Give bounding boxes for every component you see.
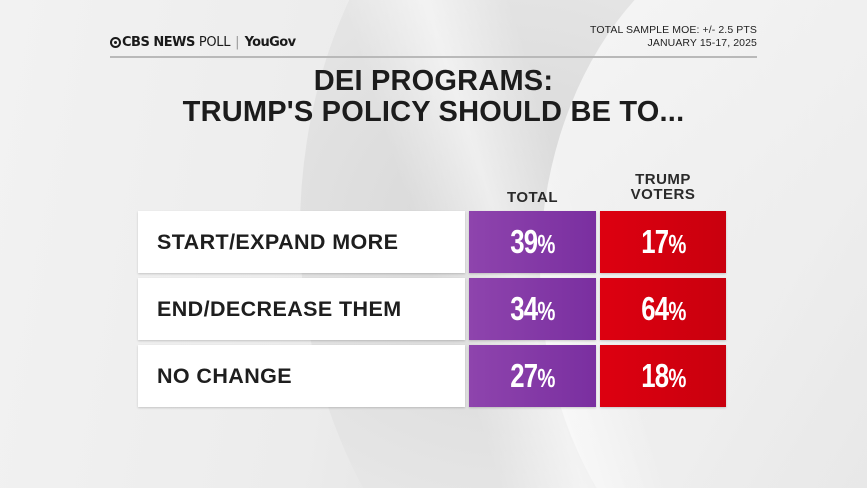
trump-voters-value: 64% — [640, 290, 686, 328]
percent-sign: % — [537, 296, 555, 326]
total-number: 27 — [510, 357, 538, 394]
column-header-total: TOTAL — [506, 189, 559, 206]
partner-name: YouGov — [244, 34, 296, 50]
cbs-news-poll-logo: CBS NEWS POLL | YouGov — [110, 34, 296, 50]
brand-name: CBS NEWS — [122, 34, 195, 50]
table-row: END/DECREASE THEM 34% 64% — [138, 278, 726, 340]
total-number: 39 — [510, 223, 538, 260]
total-value-cell: 34% — [469, 278, 596, 340]
poll-dates: JANUARY 15-17, 2025 — [647, 37, 757, 49]
total-value: 39% — [510, 223, 555, 261]
percent-sign: % — [667, 363, 686, 393]
row-label: START/EXPAND MORE — [138, 211, 465, 273]
brand-suffix: POLL — [198, 34, 231, 50]
trump-voters-number: 17 — [640, 223, 669, 260]
row-label: NO CHANGE — [138, 345, 465, 407]
percent-sign: % — [537, 363, 555, 393]
header-divider — [110, 56, 757, 58]
total-number: 34 — [510, 290, 538, 327]
table-row: START/EXPAND MORE 39% 17% — [138, 211, 726, 273]
trump-voters-value: 18% — [640, 357, 686, 395]
trump-voters-number: 64 — [640, 290, 669, 327]
margin-of-error: TOTAL SAMPLE MOE: +/- 2.5 PTS — [590, 24, 757, 36]
row-label: END/DECREASE THEM — [138, 278, 465, 340]
percent-sign: % — [537, 229, 555, 259]
table-row: NO CHANGE 27% 18% — [138, 345, 726, 407]
trump-voters-value: 17% — [640, 223, 686, 261]
total-value-cell: 39% — [469, 211, 596, 273]
cbs-eye-icon — [110, 36, 121, 48]
percent-sign: % — [667, 296, 686, 326]
trump-voters-value-cell: 64% — [600, 278, 726, 340]
chart-title: DEI PROGRAMS: TRUMP'S POLICY SHOULD BE T… — [110, 66, 757, 128]
total-value-cell: 27% — [469, 345, 596, 407]
trump-voters-value-cell: 17% — [600, 211, 726, 273]
total-value: 34% — [510, 290, 555, 328]
percent-sign: % — [667, 229, 686, 259]
column-header-trump-line-2: VOTERS — [630, 186, 696, 203]
poll-meta: TOTAL SAMPLE MOE: +/- 2.5 PTS JANUARY 15… — [590, 24, 757, 50]
title-line-1: DEI PROGRAMS: — [313, 65, 554, 97]
trump-voters-value-cell: 18% — [600, 345, 726, 407]
total-value: 27% — [510, 357, 555, 395]
column-header-trump-voters: TRUMP VOTERS — [600, 172, 726, 202]
logo-separator: | — [235, 34, 240, 50]
column-header-trump-line-1: TRUMP — [635, 171, 691, 188]
title-line-2: TRUMP'S POLICY SHOULD BE TO... — [182, 96, 685, 128]
trump-voters-number: 18 — [640, 357, 669, 394]
